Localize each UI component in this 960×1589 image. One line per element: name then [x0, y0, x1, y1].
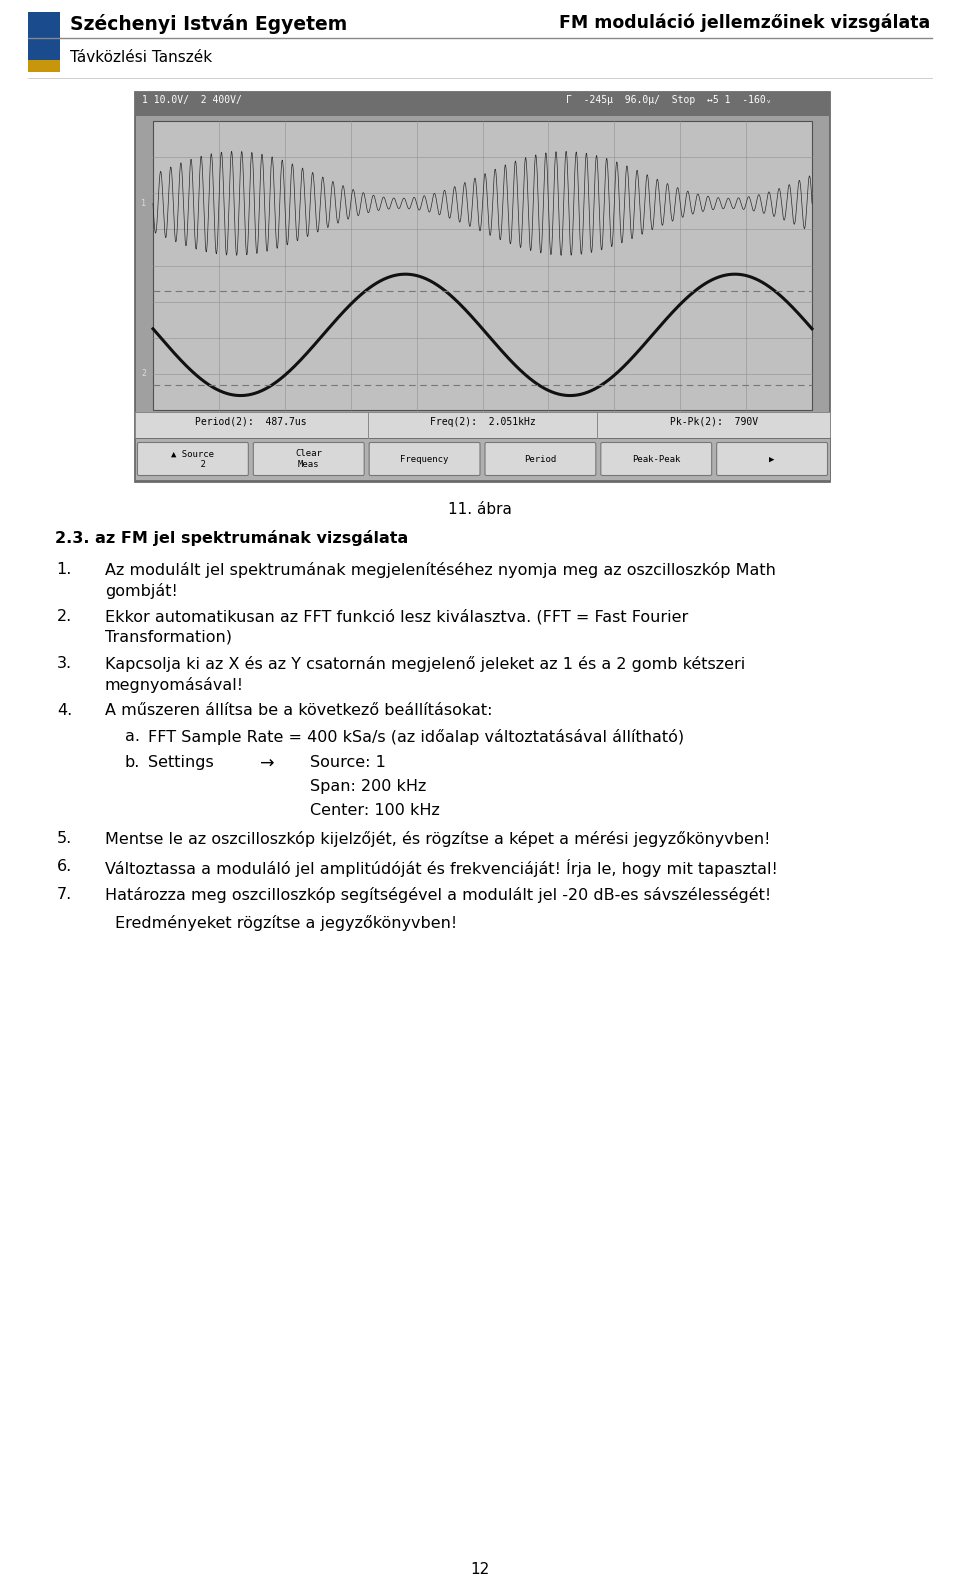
Text: Period: Period: [524, 454, 557, 464]
Text: 2.3. az FM jel spektrumának vizsgálata: 2.3. az FM jel spektrumának vizsgálata: [55, 531, 408, 547]
Text: FM moduláció jellemzőinek vizsgálata: FM moduláció jellemzőinek vizsgálata: [559, 14, 930, 32]
Text: 1.: 1.: [57, 563, 72, 577]
Text: gombját!: gombját!: [105, 583, 178, 599]
Text: megnyomásával!: megnyomásával!: [105, 677, 244, 693]
Text: 6.: 6.: [57, 860, 72, 874]
Text: 12: 12: [470, 1562, 490, 1576]
Text: FFT Sample Rate = 400 kSa/s (az időalap változtatásával állítható): FFT Sample Rate = 400 kSa/s (az időalap …: [148, 729, 684, 745]
FancyBboxPatch shape: [601, 442, 711, 475]
Bar: [153, 121, 812, 410]
FancyBboxPatch shape: [485, 442, 596, 475]
Text: 5.: 5.: [57, 831, 72, 845]
Text: Pk-Pk(2):  790V: Pk-Pk(2): 790V: [670, 416, 758, 427]
Text: Peak-Peak: Peak-Peak: [632, 454, 681, 464]
Text: Kapcsolja ki az X és az Y csatornán megjelenő jeleket az 1 és a 2 gomb kétszeri: Kapcsolja ki az X és az Y csatornán megj…: [105, 656, 745, 672]
Text: 2.: 2.: [57, 609, 72, 624]
Bar: [28, 13, 60, 62]
Text: Source: 1: Source: 1: [310, 755, 386, 771]
Text: Frequency: Frequency: [400, 454, 448, 464]
Text: Clear
Meas: Clear Meas: [296, 450, 323, 469]
Text: ▲ Source
    2: ▲ Source 2: [172, 450, 214, 469]
Text: Az modulált jel spektrumának megjelenítéséhez nyomja meg az oszcilloszkóp Math: Az modulált jel spektrumának megjeleníté…: [105, 563, 776, 578]
Text: 2: 2: [141, 369, 146, 378]
Bar: [28, 60, 60, 72]
Text: ▶: ▶: [769, 454, 775, 464]
Text: 4.: 4.: [57, 702, 72, 718]
Text: Határozza meg oszcilloszkóp segítségével a modulált jel -20 dB-es sávszélességét: Határozza meg oszcilloszkóp segítségével…: [105, 887, 771, 903]
FancyBboxPatch shape: [717, 442, 828, 475]
Bar: [135, 92, 830, 481]
Text: Távközlési Tanszék: Távközlési Tanszék: [70, 49, 212, 65]
FancyBboxPatch shape: [253, 442, 364, 475]
Text: →: →: [260, 755, 275, 772]
Bar: [135, 92, 830, 116]
Bar: [135, 412, 830, 439]
FancyBboxPatch shape: [370, 442, 480, 475]
Text: Változtassa a moduláló jel amplitúdóját és frekvenciáját! Írja le, hogy mit tapa: Változtassa a moduláló jel amplitúdóját …: [105, 860, 778, 877]
FancyBboxPatch shape: [137, 442, 249, 475]
Text: Settings: Settings: [148, 755, 214, 771]
Text: 1 10.0V/  2 400V/: 1 10.0V/ 2 400V/: [142, 95, 242, 105]
Text: Center: 100 kHz: Center: 100 kHz: [310, 802, 440, 818]
Text: Széchenyi István Egyetem: Széchenyi István Egyetem: [70, 14, 348, 33]
Text: Period(2):  487.7us: Period(2): 487.7us: [195, 416, 307, 427]
Text: b.: b.: [125, 755, 140, 771]
Text: Transformation): Transformation): [105, 629, 232, 645]
Text: A műszeren állítsa be a következő beállításokat:: A műszeren állítsa be a következő beállí…: [105, 702, 492, 718]
Text: Eredményeket rögzítse a jegyzőkönyvben!: Eredményeket rögzítse a jegyzőkönyvben!: [115, 915, 457, 931]
Text: Mentse le az oszcilloszkóp kijelzőjét, és rögzítse a képet a mérési jegyzőkönyvb: Mentse le az oszcilloszkóp kijelzőjét, é…: [105, 831, 770, 847]
Text: 1: 1: [141, 199, 146, 208]
Text: Freq(2):  2.051kHz: Freq(2): 2.051kHz: [430, 416, 536, 427]
Text: Γ  -245µ  96.0µ/  Stop  ↔5 1  -160ᵥ: Γ -245µ 96.0µ/ Stop ↔5 1 -160ᵥ: [565, 95, 772, 105]
Text: 7.: 7.: [57, 887, 72, 903]
Bar: [135, 439, 830, 480]
Text: Span: 200 kHz: Span: 200 kHz: [310, 779, 426, 794]
Text: a.: a.: [125, 729, 140, 744]
Text: 3.: 3.: [57, 656, 72, 671]
Text: Ekkor automatikusan az FFT funkció lesz kiválasztva. (FFT = Fast Fourier: Ekkor automatikusan az FFT funkció lesz …: [105, 609, 688, 624]
Text: 11. ábra: 11. ábra: [448, 502, 512, 516]
